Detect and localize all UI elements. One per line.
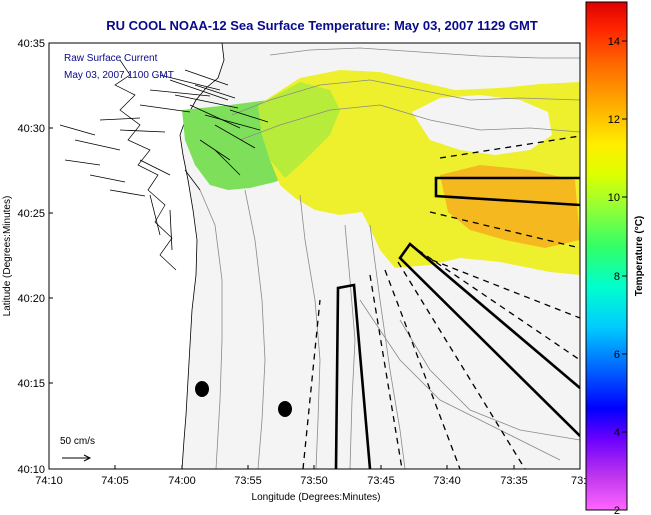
map-plot-area [49, 43, 580, 469]
coastline-detail [114, 59, 177, 271]
x-axis-label: Longitude (Degrees:Minutes) [252, 492, 381, 503]
land-mass [49, 43, 225, 469]
x-tick-label: 73:50 [300, 475, 328, 487]
colorbar-tick-label: 10 [608, 192, 620, 204]
y-tick-label: 40:10 [17, 464, 45, 476]
colorbar-tick-label: 4 [614, 427, 620, 439]
y-axis-label: Latitude (Degrees:Minutes) [2, 196, 13, 317]
y-tick-label: 40:20 [17, 293, 45, 305]
y-tick-label: 40:35 [17, 38, 45, 50]
current-label-line1: Raw Surface Current [64, 53, 158, 64]
scale-arrow-icon [62, 454, 92, 462]
station-marker-1 [195, 381, 209, 397]
scale-arrow-label: 50 cm/s [60, 436, 95, 447]
colorbar-tick-label: 6 [614, 349, 620, 361]
x-tick-label: 73:55 [234, 475, 262, 487]
x-tick-label: 73:35 [500, 475, 528, 487]
sst-no-data-hole [412, 95, 552, 155]
colorbar-gradient [585, 1, 628, 511]
map-title: RU COOL NOAA-12 Sea Surface Temperature:… [106, 18, 538, 33]
y-tick-label: 40:25 [17, 208, 45, 220]
colorbar-label: Temperature (°C) [634, 216, 645, 297]
y-axis: 40:35 40:30 40:25 40:20 40:15 40:10 [17, 38, 53, 476]
station-marker-2 [278, 401, 292, 417]
survey-box-east [434, 176, 580, 207]
survey-box-west [334, 283, 372, 469]
bathymetry-contours [199, 47, 580, 469]
x-tick-label: 73:40 [433, 475, 461, 487]
x-tick-label: 74:10 [35, 475, 63, 487]
colorbar-tick-label: 12 [608, 114, 620, 126]
current-label-line2: May 03, 2007 1100 GMT [64, 70, 174, 81]
sst-orange-core [440, 165, 580, 248]
current-vectors [59, 69, 269, 251]
y-tick-label: 40:15 [17, 378, 45, 390]
x-tick-label: 73:45 [367, 475, 395, 487]
colorbar-tick-label: 8 [614, 271, 620, 283]
x-axis: 74:10 74:05 74:00 73:55 73:50 73:45 73:4… [35, 465, 592, 487]
colorbar: 2 4 6 8 10 12 14 Temperature (°C) [585, 1, 645, 515]
colorbar-tick-label: 2 [614, 505, 620, 515]
x-tick-label: 74:05 [101, 475, 129, 487]
sst-transition [258, 82, 340, 178]
transect-lines [302, 135, 580, 469]
x-tick-label: 74:00 [168, 475, 196, 487]
y-tick-label: 40:30 [17, 123, 45, 135]
colorbar-tick-label: 14 [608, 36, 620, 48]
survey-boxes [334, 176, 580, 469]
sst-no-data-top [300, 43, 580, 84]
survey-box-southeast [398, 242, 580, 437]
